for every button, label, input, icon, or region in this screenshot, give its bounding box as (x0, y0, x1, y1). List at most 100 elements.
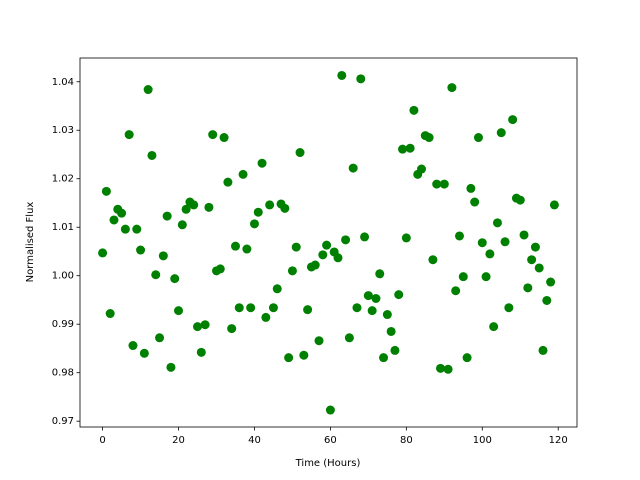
point (379, 353, 389, 363)
point (367, 306, 377, 316)
point (356, 74, 366, 84)
point (333, 253, 343, 263)
point (303, 305, 313, 315)
point (515, 195, 525, 205)
point (409, 105, 419, 115)
point (166, 362, 176, 372)
point (523, 283, 533, 293)
point (295, 148, 305, 158)
x-tick-label: 0 (99, 435, 105, 446)
y-tick-label: 0.97 (52, 416, 74, 427)
point (151, 270, 161, 280)
point (147, 150, 157, 160)
point (174, 306, 184, 316)
point (177, 220, 187, 230)
point (443, 364, 453, 374)
point (436, 363, 446, 373)
point (242, 244, 252, 254)
point (546, 277, 556, 287)
point (287, 266, 297, 276)
x-axis-label: Time (Hours) (295, 458, 361, 469)
point (477, 238, 487, 248)
y-axis-label: Normalised Flux (25, 202, 36, 283)
point (257, 158, 267, 168)
point (234, 303, 244, 313)
point (466, 183, 476, 193)
y-tick-label: 0.99 (52, 319, 74, 330)
x-tick-label: 60 (324, 435, 337, 446)
point (439, 179, 449, 189)
point (215, 264, 225, 274)
point (280, 203, 290, 213)
x-tick-label: 80 (400, 435, 413, 446)
point (181, 204, 191, 214)
point (454, 231, 464, 241)
point (249, 219, 259, 229)
point (105, 309, 115, 319)
point (143, 85, 153, 95)
point (542, 295, 552, 305)
point (158, 251, 168, 261)
y-tick-label: 1.02 (52, 174, 74, 185)
point (322, 240, 332, 250)
point (98, 248, 108, 258)
point (196, 347, 206, 357)
point (117, 208, 127, 218)
point (382, 310, 392, 320)
point (101, 186, 111, 196)
point (549, 200, 559, 210)
point (208, 130, 218, 140)
point (500, 237, 510, 247)
point (363, 291, 373, 301)
point (504, 303, 514, 313)
point (398, 144, 408, 154)
point (268, 303, 278, 313)
point (124, 130, 134, 140)
point (310, 260, 320, 270)
point (451, 286, 461, 296)
y-tick-label: 1.03 (52, 125, 74, 136)
point (470, 197, 480, 207)
point (424, 133, 434, 143)
point (204, 202, 214, 212)
y-tick-label: 0.98 (52, 368, 74, 379)
x-tick-label: 100 (473, 435, 492, 446)
point (508, 115, 518, 125)
point (284, 353, 294, 363)
x-tick-label: 120 (549, 435, 568, 446)
point (519, 230, 529, 240)
point (530, 242, 540, 252)
point (458, 272, 468, 282)
point (136, 245, 146, 255)
point (299, 350, 309, 360)
point (189, 200, 199, 210)
point (314, 336, 324, 346)
point (246, 303, 256, 313)
point (401, 233, 411, 243)
point (485, 249, 495, 259)
point (417, 164, 427, 174)
point (223, 177, 233, 187)
point (489, 322, 499, 332)
point (139, 348, 149, 358)
point (325, 405, 335, 415)
point (170, 274, 180, 284)
point (375, 269, 385, 279)
point (352, 303, 362, 313)
point (390, 345, 400, 355)
point (230, 241, 240, 251)
point (386, 326, 396, 336)
point (394, 290, 404, 300)
y-tick-label: 1.00 (52, 271, 74, 282)
point (120, 224, 130, 234)
point (538, 345, 548, 355)
point (473, 133, 483, 143)
point (344, 333, 354, 343)
point (534, 263, 544, 273)
point (132, 224, 142, 234)
point (162, 211, 172, 221)
point (128, 341, 138, 351)
point (193, 322, 203, 332)
point (253, 207, 263, 217)
